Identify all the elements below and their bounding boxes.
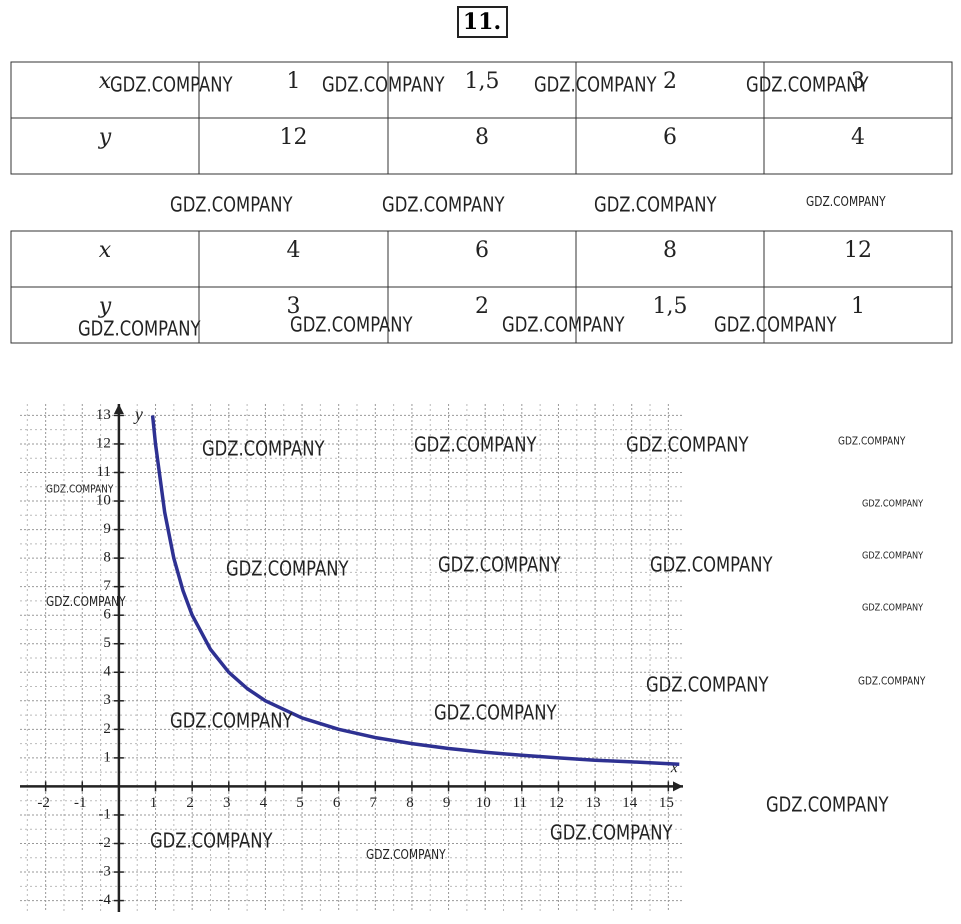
x-tick-label: 3 [223,795,231,811]
x-tick-label: 13 [586,795,601,811]
title: 11. [463,9,501,35]
x-tick-label: 8 [406,795,414,811]
watermark: GDZ.COMPANY [862,499,924,510]
cell-text: y [98,294,112,319]
x-tick-label: 6 [333,795,341,811]
table-cell [763,286,953,344]
y-tick-label: -3 [98,863,111,879]
watermark: GDZ.COMPANY [46,594,126,609]
y-tick-label: 2 [103,721,111,737]
cell-text: 12 [280,125,308,150]
y-tick-label: 10 [96,492,111,508]
y-tick-label: 6 [103,607,111,623]
y-axis-label: y [133,404,143,424]
y-tick-label: -1 [98,806,111,822]
axis-arrow [113,404,124,414]
x-tick-label: 1 [150,795,158,811]
watermark: GDZ.COMPANY [858,676,926,688]
y-tick-label: 5 [103,635,111,651]
watermark: GDZ.COMPANY [594,194,717,217]
watermark: GDZ.COMPANY [626,434,749,457]
y-tick-label: 7 [103,578,111,594]
cell-text: 4 [287,238,301,263]
watermark: GDZ.COMPANY [438,554,561,577]
y-tick-label: -4 [98,892,111,908]
cell-text: y [98,125,112,150]
cell-text: 6 [663,125,677,150]
cell-text: x [99,238,112,263]
watermark: GDZ.COMPANY [226,558,349,581]
cell-text: 8 [475,125,489,150]
x-tick-label: 15 [659,795,674,811]
y-tick-label: 13 [96,407,111,423]
curve [150,415,680,766]
x-tick-label: 12 [549,795,564,811]
y-tick-label: 9 [103,521,111,537]
watermark: GDZ.COMPANY [414,434,537,457]
cell-text: 1,5 [653,294,688,319]
watermark: GDZ.COMPANY [746,74,869,97]
cell-text: 2 [663,69,677,94]
x-tick-label: 10 [476,795,491,811]
x-tick-label: 7 [370,795,378,811]
watermark: GDZ.COMPANY [534,74,657,97]
watermark: GDZ.COMPANY [434,702,557,725]
y-tick-label: 1 [103,749,111,765]
y-tick-label: 8 [103,550,111,566]
watermark: GDZ.COMPANY [202,438,325,461]
axis-arrow [673,781,683,792]
y-tick-label: 12 [96,435,111,451]
watermark: GDZ.COMPANY [170,710,293,733]
title-box [457,6,508,38]
watermark: GDZ.COMPANY [170,194,293,217]
watermark: GDZ.COMPANY [714,314,837,337]
x-tick-label: -1 [74,795,87,811]
watermark: GDZ.COMPANY [862,603,924,614]
cell-text: 6 [475,238,489,263]
watermark: GDZ.COMPANY [110,74,233,97]
watermark: GDZ.COMPANY [366,847,446,862]
watermark: GDZ.COMPANY [650,554,773,577]
x-tick-label: 2 [186,795,194,811]
cell-text: 1 [287,69,301,94]
x-tick-label: 9 [443,795,451,811]
y-tick-label: 3 [103,692,111,708]
x-tick-label: 5 [296,795,304,811]
x-tick-label: 14 [622,795,638,811]
x-tick-label: 4 [260,795,268,811]
watermark: GDZ.COMPANY [550,822,673,845]
x-tick-label: -2 [37,795,50,811]
watermark: GDZ.COMPANY [322,74,445,97]
watermark: GDZ.COMPANY [766,794,889,817]
cell-text: 1,5 [465,69,500,94]
x-tick-label: 11 [513,795,527,811]
watermark: GDZ.COMPANY [502,314,625,337]
y-tick-label: 11 [96,464,110,480]
cell-text: 2 [475,294,489,319]
cell-text: 8 [663,238,677,263]
cell-text: 12 [844,238,872,263]
watermark: GDZ.COMPANY [382,194,505,217]
y-tick-label: -2 [98,835,111,851]
x-axis-label: x [670,760,678,776]
watermark: GDZ.COMPANY [806,194,886,209]
cell-text: 3 [851,69,865,94]
watermark: GDZ.COMPANY [78,318,201,341]
watermark: GDZ.COMPANY [862,551,924,562]
watermark: GDZ.COMPANY [150,830,273,853]
cell-text: 4 [851,125,865,150]
y-tick-label: 4 [103,664,111,680]
table-cell [763,117,953,175]
cell-text: 1 [851,294,865,319]
watermark: GDZ.COMPANY [46,484,114,496]
watermark: GDZ.COMPANY [838,436,906,448]
cell-text: x [99,69,112,94]
watermark: GDZ.COMPANY [646,674,769,697]
cell-text: 3 [287,294,301,319]
watermark: GDZ.COMPANY [290,314,413,337]
